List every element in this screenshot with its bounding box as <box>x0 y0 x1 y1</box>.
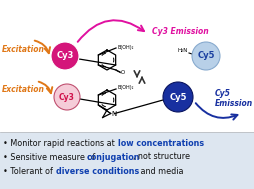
Text: Cy5: Cy5 <box>197 51 214 60</box>
Text: Cy3 Emission: Cy3 Emission <box>151 28 208 36</box>
Text: Cy5: Cy5 <box>169 92 186 101</box>
Circle shape <box>162 82 192 112</box>
Circle shape <box>51 42 79 70</box>
Text: diverse conditions: diverse conditions <box>56 167 139 176</box>
Text: , not structure: , not structure <box>133 153 189 161</box>
FancyBboxPatch shape <box>0 132 254 189</box>
Text: Cy3: Cy3 <box>56 51 73 60</box>
Text: O: O <box>121 70 125 74</box>
Text: B(OH)₂: B(OH)₂ <box>118 44 134 50</box>
Circle shape <box>54 84 80 110</box>
Text: conjugation: conjugation <box>87 153 140 161</box>
Text: Cy5: Cy5 <box>214 88 230 98</box>
Text: Emission: Emission <box>214 98 252 108</box>
Text: H₂N: H₂N <box>177 47 187 53</box>
Text: • Sensitive measure of: • Sensitive measure of <box>3 153 97 161</box>
Text: • Monitor rapid reactions at: • Monitor rapid reactions at <box>3 139 117 147</box>
Text: N: N <box>111 111 117 116</box>
Text: Excitation: Excitation <box>2 46 45 54</box>
Text: Cy3: Cy3 <box>59 92 75 101</box>
Text: B(OH)₂: B(OH)₂ <box>118 85 134 91</box>
Circle shape <box>191 42 219 70</box>
Text: and media: and media <box>137 167 183 176</box>
Text: Excitation: Excitation <box>2 84 45 94</box>
Text: • Tolerant of: • Tolerant of <box>3 167 55 176</box>
Text: low concentrations: low concentrations <box>118 139 203 147</box>
